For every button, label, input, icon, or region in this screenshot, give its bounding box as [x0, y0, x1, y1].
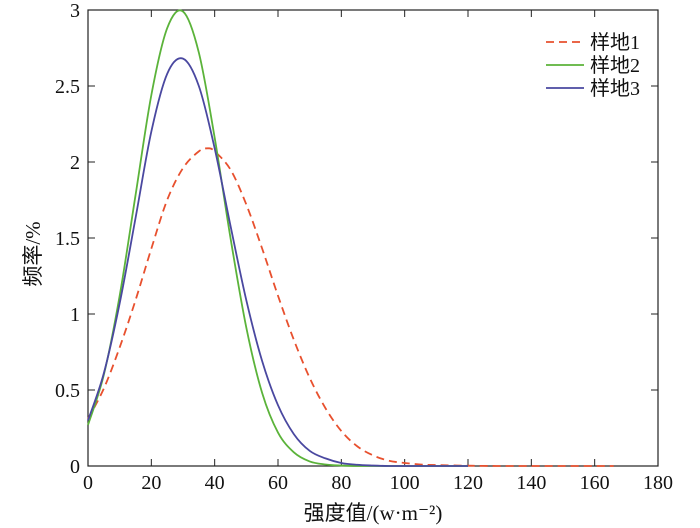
x-tick-label: 140 [516, 472, 546, 494]
plot-frame [87, 9, 659, 467]
x-tick-label: 60 [268, 472, 288, 494]
y-tick-label: 3 [70, 0, 80, 22]
series-line-3 [87, 57, 468, 467]
y-axis-label: 频率/% [21, 221, 45, 286]
legend-label-1: 样地1 [590, 31, 640, 54]
y-tick-label: 0.5 [55, 380, 80, 402]
series-line-2 [87, 9, 468, 467]
y-tick-label: 1.5 [55, 228, 80, 250]
x-tick-label: 40 [205, 472, 225, 494]
ticks: 0 20 40 60 80 100 120 140 160 180 0 0.5 1 1.5 2 2.5 3 [55, 0, 673, 494]
y-tick-label: 2 [70, 152, 80, 174]
legend-label-2: 样地2 [590, 54, 640, 77]
x-tick-label: 180 [643, 472, 673, 494]
x-tick-label: 20 [141, 472, 161, 494]
x-tick-label: 160 [580, 472, 610, 494]
y-tick-label: 1 [70, 304, 80, 326]
series-line-1 [87, 147, 614, 467]
x-tick-label: 100 [390, 472, 420, 494]
x-axis-label: 强度值/(w·m⁻²) [304, 501, 443, 525]
y-tick-label: 0 [70, 456, 80, 478]
y-tick-label: 2.5 [55, 76, 80, 98]
x-tick-label: 120 [453, 472, 483, 494]
x-tick-label: 0 [83, 472, 93, 494]
legend-label-3: 样地3 [590, 77, 640, 100]
series-layer [87, 9, 614, 467]
x-tick-label: 80 [331, 472, 351, 494]
